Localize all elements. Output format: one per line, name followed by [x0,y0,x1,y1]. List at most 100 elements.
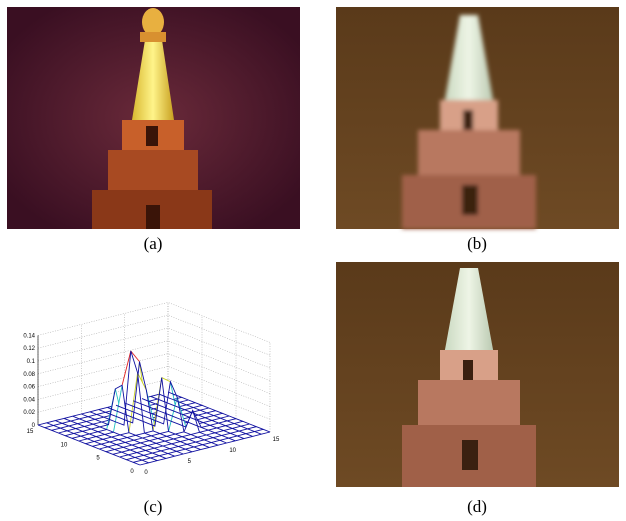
surface-edge [234,421,243,423]
surface-edge [187,403,196,405]
surface-edge [64,416,73,418]
y-tick-label: 5 [96,456,100,462]
surface-edge [38,425,140,465]
surface-edge [113,452,122,454]
surface-edge [125,440,134,442]
surface-edge [79,439,88,441]
surface-edge [120,433,129,435]
surface-edge [149,461,158,463]
surface-edge [117,442,126,444]
surface-edge [209,445,218,447]
surface-edge [199,430,208,432]
surface-edge [142,458,151,460]
x-tick-label: 15 [273,437,280,443]
surface-edge [106,449,115,451]
surface-edge [200,408,209,410]
surface-edge [110,440,119,442]
z-tick-label: 0.12 [23,346,35,352]
surface-edge [55,418,64,420]
surface-edge [189,437,198,439]
x-tick-label: 5 [188,459,192,465]
grid-line [38,315,270,355]
surface-edge [232,426,241,428]
z-tick-label: 0.02 [23,410,35,416]
surface-edge [88,414,97,416]
surface-edge [219,421,228,423]
surface-edge [58,431,67,433]
surface-edge [149,438,158,440]
surface-edge [193,405,202,407]
surface-edge [244,436,253,438]
surface-edge [204,438,213,440]
surface-edge [196,440,205,442]
surface-edge [94,439,103,441]
surface-edge [248,427,257,429]
surface-edge [203,443,212,445]
surface-edge [128,453,137,455]
surface-edge [185,447,194,449]
surface-edge [47,421,56,423]
surface-edge [139,446,148,448]
surface-edge [239,429,248,431]
surface-edge [147,443,156,445]
z-tick-label: 0.14 [23,333,35,339]
surface-edge [210,423,219,425]
surface-edge [224,428,233,430]
x-tick-label: 0 [144,470,148,476]
grid-line [38,302,270,342]
caption: (d) [467,497,487,516]
surface-edge [115,447,124,449]
surface-edge [143,436,152,438]
surface-edge [84,424,93,426]
surface-edge [229,436,238,438]
surface-edge [127,435,136,437]
surface-edge [253,434,262,436]
surface-edge [237,434,246,436]
surface-edge [187,442,196,444]
figure: (a) (b) (d) 00.020.040.060.080.10.120.14… [0,0,626,521]
surface-edge [175,432,184,434]
z-tick-label: 0.1 [27,359,36,365]
surface-edge [149,399,158,401]
surface-edge [158,436,167,438]
surface-edge [62,421,71,423]
surface-edge [208,428,217,430]
surface-edge [215,431,224,433]
surface-edge [118,438,127,440]
y-tick-label: 10 [61,442,68,448]
surface-edge [71,419,80,421]
surface-edge [185,408,194,410]
surface-edge [235,439,244,441]
surface-edge [180,439,189,441]
surface-edge [99,407,108,409]
surface-edge [201,425,210,427]
grid-line [38,341,270,381]
surface-edge [93,422,102,424]
surface-edge [86,441,95,443]
y-tick-label: 15 [27,429,34,435]
z-tick-label: 0.08 [23,372,35,378]
surface-edge [166,456,175,458]
surface-edge [255,429,264,431]
surface-edge [220,438,229,440]
surface-edge [191,432,200,434]
surface-edge [134,438,143,440]
surface-edge [230,431,239,433]
surface-edge [221,416,230,418]
surface-edge [227,419,236,421]
surface-edge [87,437,96,439]
surface-edge [192,450,201,452]
surface-edge [182,435,191,437]
surface-edge [160,431,169,433]
surface-edge [53,423,62,425]
surface-edge [83,429,92,431]
surface-edge [177,449,186,451]
y-tick-label: 0 [130,469,134,475]
surface-edge [159,454,168,456]
surface-edge [74,431,83,433]
surface-edge [78,422,87,424]
surface-edge [154,446,163,448]
surface-edge [126,457,135,459]
surface-edge [173,437,182,439]
